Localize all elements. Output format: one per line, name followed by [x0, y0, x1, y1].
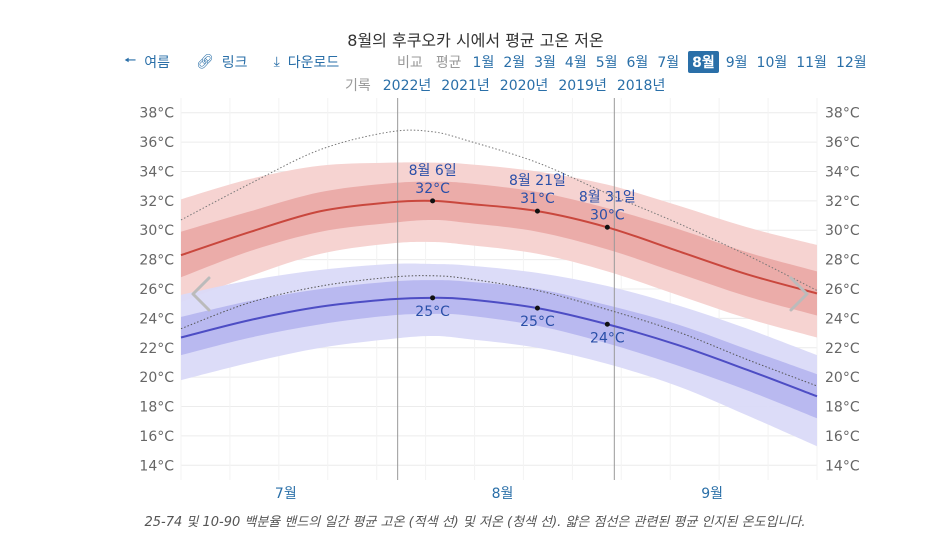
- high-point: [534, 208, 540, 214]
- y-tick-left: 18°C: [139, 400, 174, 416]
- link-icon: 🔗︎: [196, 54, 214, 70]
- y-tick-left: 24°C: [139, 311, 174, 327]
- chevron-left-icon[interactable]: [191, 276, 211, 312]
- compare-label: 비교: [397, 55, 423, 71]
- y-tick-left: 26°C: [139, 282, 174, 298]
- y-tick-right: 36°C: [825, 135, 860, 151]
- high-date-label: 8월 21일: [509, 173, 566, 189]
- year-link-3[interactable]: 2019년: [558, 78, 607, 94]
- y-tick-right: 28°C: [825, 253, 860, 269]
- year-link-4[interactable]: 2018년: [616, 78, 666, 94]
- y-tick-left: 30°C: [139, 223, 174, 239]
- temperature-chart: 14°C 14°C 16°C 16°C 18°C 18°C 20°C 20°C 22°C 22°C…: [139, 98, 860, 502]
- y-tick-right: 24°C: [825, 311, 860, 327]
- page-title: 8월의 후쿠오카 시에서 평균 고온 저온: [347, 31, 604, 50]
- y-tick-left: 16°C: [139, 429, 174, 445]
- link-button[interactable]: 🔗︎ 링크: [196, 52, 248, 72]
- month-link-5[interactable]: 5월: [595, 55, 618, 71]
- month-link-1[interactable]: 1월: [472, 55, 495, 71]
- low-feels-like-line: [180, 275, 818, 387]
- y-tick-right: 38°C: [825, 106, 860, 122]
- y-tick-left: 34°C: [139, 164, 174, 180]
- month-link-12[interactable]: 12월: [835, 55, 867, 71]
- link-label: 링크: [221, 55, 248, 71]
- low-point: [604, 321, 610, 327]
- y-tick-right: 34°C: [825, 164, 860, 180]
- month-link-8[interactable]: 8월: [688, 51, 719, 73]
- month-link-11[interactable]: 11월: [796, 55, 827, 71]
- month-link-2[interactable]: 2월: [503, 55, 526, 71]
- y-tick-right: 20°C: [825, 370, 860, 386]
- low-value-label: 24°C: [590, 330, 625, 346]
- toolbar: 🠔 여름 🔗︎ 링크 ⤓ 다운로드: [124, 52, 365, 72]
- month-nav: 비교 평균 1월 2월 3월 4월 5월 6월 7월 8월 9월 10월 11월 12월: [397, 51, 876, 73]
- x-month-label: 7월: [275, 486, 297, 502]
- y-tick-left: 36°C: [139, 135, 174, 151]
- high-value-label: 30°C: [590, 207, 625, 223]
- download-label: 다운로드: [287, 55, 340, 71]
- y-tick-left: 22°C: [139, 341, 174, 357]
- year-link-0[interactable]: 2022년: [382, 78, 432, 94]
- high-date-label: 8월 31일: [579, 189, 636, 205]
- y-tick-left: 38°C: [139, 106, 174, 122]
- x-month-label: 9월: [701, 486, 723, 502]
- high-point: [604, 224, 610, 230]
- y-tick-right: 30°C: [825, 223, 860, 239]
- high-date-label: 8월 6일: [409, 163, 457, 179]
- year-link-2[interactable]: 2020년: [499, 78, 549, 94]
- high-band-25-75: [181, 181, 817, 316]
- low-band-25-75: [181, 280, 817, 419]
- download-button[interactable]: ⤓ 다운로드: [274, 52, 340, 72]
- year-link-1[interactable]: 2021년: [441, 78, 490, 94]
- chart-caption: 25-74 및 10-90 백분율 밴드의 일간 평균 고온 (적색 선) 및 …: [144, 515, 806, 530]
- month-link-9[interactable]: 9월: [725, 55, 748, 71]
- month-link-3[interactable]: 3월: [534, 55, 556, 71]
- y-tick-right: 22°C: [825, 341, 860, 357]
- high-mean-line: [180, 199, 818, 295]
- record-label: 기록: [345, 78, 371, 94]
- high-value-label: 32°C: [415, 181, 450, 197]
- month-link-6[interactable]: 6월: [626, 55, 649, 71]
- average-label: 평균: [435, 55, 462, 71]
- month-link-4[interactable]: 4월: [564, 55, 587, 71]
- year-links: 2022년 2021년 2020년 2019년 2018년: [383, 75, 676, 95]
- y-tick-left: 14°C: [139, 458, 174, 474]
- low-mean-line: [180, 296, 818, 398]
- record-nav: 기록 2022년 2021년 2020년 2019년 2018년: [345, 75, 675, 95]
- month-links: 1월 2월 3월 4월 5월 6월 7월 8월 9월 10월 11월 12월: [473, 51, 876, 73]
- y-tick-left: 32°C: [139, 194, 174, 210]
- month-link-10[interactable]: 10월: [756, 55, 788, 71]
- month-link-7[interactable]: 7월: [657, 55, 680, 71]
- prev-season-link[interactable]: 🠔 여름: [124, 50, 170, 74]
- download-icon: ⤓: [273, 54, 280, 70]
- y-tick-right: 16°C: [825, 429, 860, 445]
- arrow-left-icon: 🠔: [124, 53, 137, 69]
- y-tick-left: 28°C: [139, 253, 174, 269]
- high-value-label: 31°C: [520, 191, 555, 207]
- y-tick-right: 14°C: [825, 458, 860, 474]
- y-tick-left: 20°C: [139, 370, 174, 386]
- low-value-label: 25°C: [520, 314, 555, 330]
- x-month-label: 8월: [492, 486, 514, 502]
- high-point: [430, 198, 436, 204]
- low-point: [430, 295, 436, 301]
- y-tick-right: 32°C: [825, 194, 860, 210]
- y-tick-right: 18°C: [825, 400, 860, 416]
- chevron-right-icon[interactable]: [789, 276, 809, 312]
- prev-season-label: 여름: [144, 55, 171, 71]
- low-value-label: 25°C: [415, 304, 450, 320]
- low-point: [534, 305, 540, 311]
- y-tick-right: 26°C: [825, 282, 860, 298]
